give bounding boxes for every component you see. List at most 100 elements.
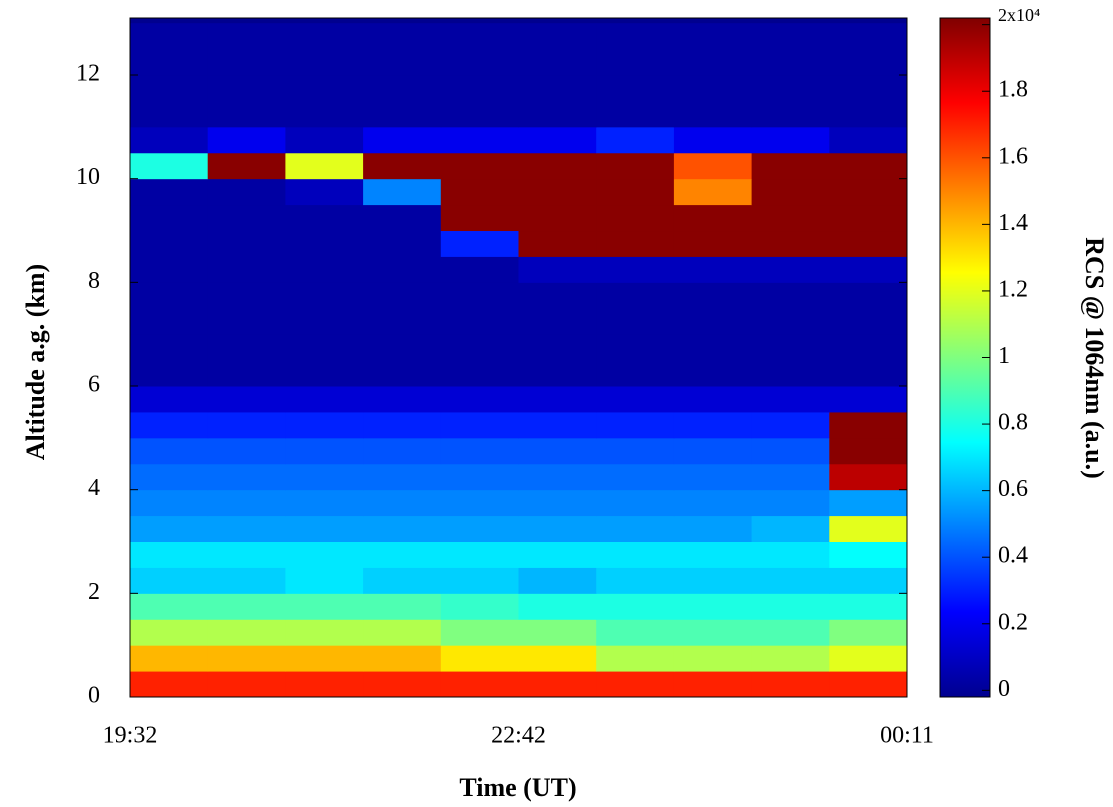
heatmap-cell bbox=[440, 256, 519, 283]
heatmap-cell bbox=[518, 49, 597, 76]
heatmap-cell bbox=[207, 152, 286, 180]
heatmap-cell bbox=[518, 515, 597, 543]
heatmap-cell bbox=[751, 645, 830, 672]
heatmap-cell bbox=[829, 411, 908, 439]
heatmap-cell bbox=[207, 437, 286, 465]
heatmap-cell bbox=[130, 282, 209, 309]
heatmap-cell bbox=[596, 541, 675, 568]
heatmap-cell bbox=[207, 204, 286, 232]
heatmap-cell bbox=[829, 619, 908, 646]
heatmap-cell bbox=[207, 541, 286, 568]
plot-frame bbox=[129, 17, 908, 698]
heatmap-cell bbox=[285, 593, 364, 620]
heatmap-cell bbox=[751, 671, 830, 698]
heatmap-cell bbox=[207, 411, 286, 439]
heatmap-cell bbox=[207, 334, 286, 361]
heatmap-cell bbox=[363, 541, 442, 568]
heatmap-cell bbox=[596, 360, 675, 387]
heatmap-cell bbox=[751, 282, 830, 309]
heatmap-cell bbox=[829, 308, 908, 335]
heatmap-cell bbox=[363, 178, 442, 206]
heatmap-cell bbox=[285, 230, 364, 257]
heatmap-cell bbox=[829, 360, 908, 387]
heatmap-cell bbox=[829, 256, 908, 283]
heatmap-cell bbox=[130, 126, 209, 154]
heatmap-cell bbox=[673, 671, 753, 698]
heatmap-cell bbox=[673, 75, 753, 102]
heatmap-cell bbox=[207, 593, 286, 620]
heatmap-cell bbox=[130, 178, 209, 206]
heatmap-cell bbox=[440, 334, 519, 361]
heatmap-cell bbox=[751, 489, 830, 517]
heatmap-cell bbox=[130, 437, 209, 465]
heatmap-cell bbox=[518, 282, 597, 309]
heatmap-cell bbox=[130, 49, 209, 76]
heatmap-cell bbox=[207, 308, 286, 335]
heatmap-cell bbox=[518, 619, 597, 646]
heatmap-cell bbox=[518, 411, 597, 439]
heatmap-cell bbox=[596, 308, 675, 335]
heatmap-cell bbox=[673, 567, 753, 594]
heatmap-cell bbox=[673, 437, 753, 465]
heatmap-cell bbox=[751, 178, 830, 206]
heatmap-cell bbox=[440, 671, 519, 698]
heatmap-cell bbox=[363, 411, 442, 439]
heatmap-cell bbox=[596, 567, 675, 594]
heatmap-cell bbox=[829, 152, 908, 180]
heatmap-cell bbox=[363, 100, 442, 128]
heatmap-cell bbox=[440, 126, 519, 154]
heatmap-cell bbox=[673, 515, 753, 543]
heatmap-cell bbox=[130, 489, 209, 517]
heatmap-cell bbox=[829, 567, 908, 594]
heatmap-cell bbox=[596, 515, 675, 543]
heatmap-cell bbox=[363, 308, 442, 335]
y-tick-label: 2 bbox=[88, 579, 100, 605]
heatmap-cell bbox=[829, 204, 908, 232]
heatmap-cell bbox=[363, 152, 442, 180]
heatmap-cell bbox=[518, 593, 597, 620]
heatmap-cell bbox=[285, 334, 364, 361]
heatmap-cell bbox=[363, 334, 442, 361]
heatmap-cell bbox=[596, 489, 675, 517]
heatmap-cell bbox=[440, 282, 519, 309]
y-tick-label: 8 bbox=[88, 268, 100, 294]
heatmap-cell bbox=[751, 100, 830, 128]
x-tick-label: 00:11 bbox=[880, 723, 934, 749]
x-tick-label: 19:32 bbox=[103, 723, 158, 749]
heatmap-cell bbox=[673, 230, 753, 257]
heatmap-cell bbox=[829, 386, 908, 413]
heatmap-cell bbox=[207, 256, 286, 283]
colorbar-tick-label: 1.6 bbox=[998, 143, 1028, 169]
heatmap-cell bbox=[596, 411, 675, 439]
heatmap-cell bbox=[829, 463, 908, 491]
heatmap-cell bbox=[673, 619, 753, 646]
heatmap-cell bbox=[596, 256, 675, 283]
heatmap-cell bbox=[829, 515, 908, 543]
heatmap-cell bbox=[673, 411, 753, 439]
heatmap-cell bbox=[363, 256, 442, 283]
heatmap-cell bbox=[285, 619, 364, 646]
colorbar-tick-label: 0.8 bbox=[998, 410, 1028, 436]
heatmap-cell bbox=[440, 619, 519, 646]
heatmap-cell bbox=[130, 204, 209, 232]
heatmap-cell bbox=[440, 23, 519, 50]
heatmap-cell bbox=[518, 489, 597, 517]
heatmap bbox=[130, 23, 908, 698]
heatmap-cell bbox=[596, 593, 675, 620]
heatmap-cell bbox=[673, 23, 753, 50]
heatmap-cell bbox=[285, 100, 364, 128]
heatmap-cell bbox=[285, 282, 364, 309]
heatmap-cell bbox=[518, 671, 597, 698]
heatmap-cell bbox=[285, 23, 364, 50]
y-tick-label: 0 bbox=[88, 683, 100, 709]
colorbar-tick-label: 2x10⁴ bbox=[998, 5, 1040, 25]
heatmap-cell bbox=[596, 619, 675, 646]
heatmap-cell bbox=[285, 463, 364, 491]
heatmap-cell bbox=[673, 645, 753, 672]
heatmap-cell bbox=[207, 49, 286, 76]
heatmap-cell bbox=[751, 593, 830, 620]
heatmap-cell bbox=[751, 75, 830, 102]
colorbar-tick-label: 1.4 bbox=[998, 210, 1028, 236]
heatmap-cell bbox=[596, 178, 675, 206]
